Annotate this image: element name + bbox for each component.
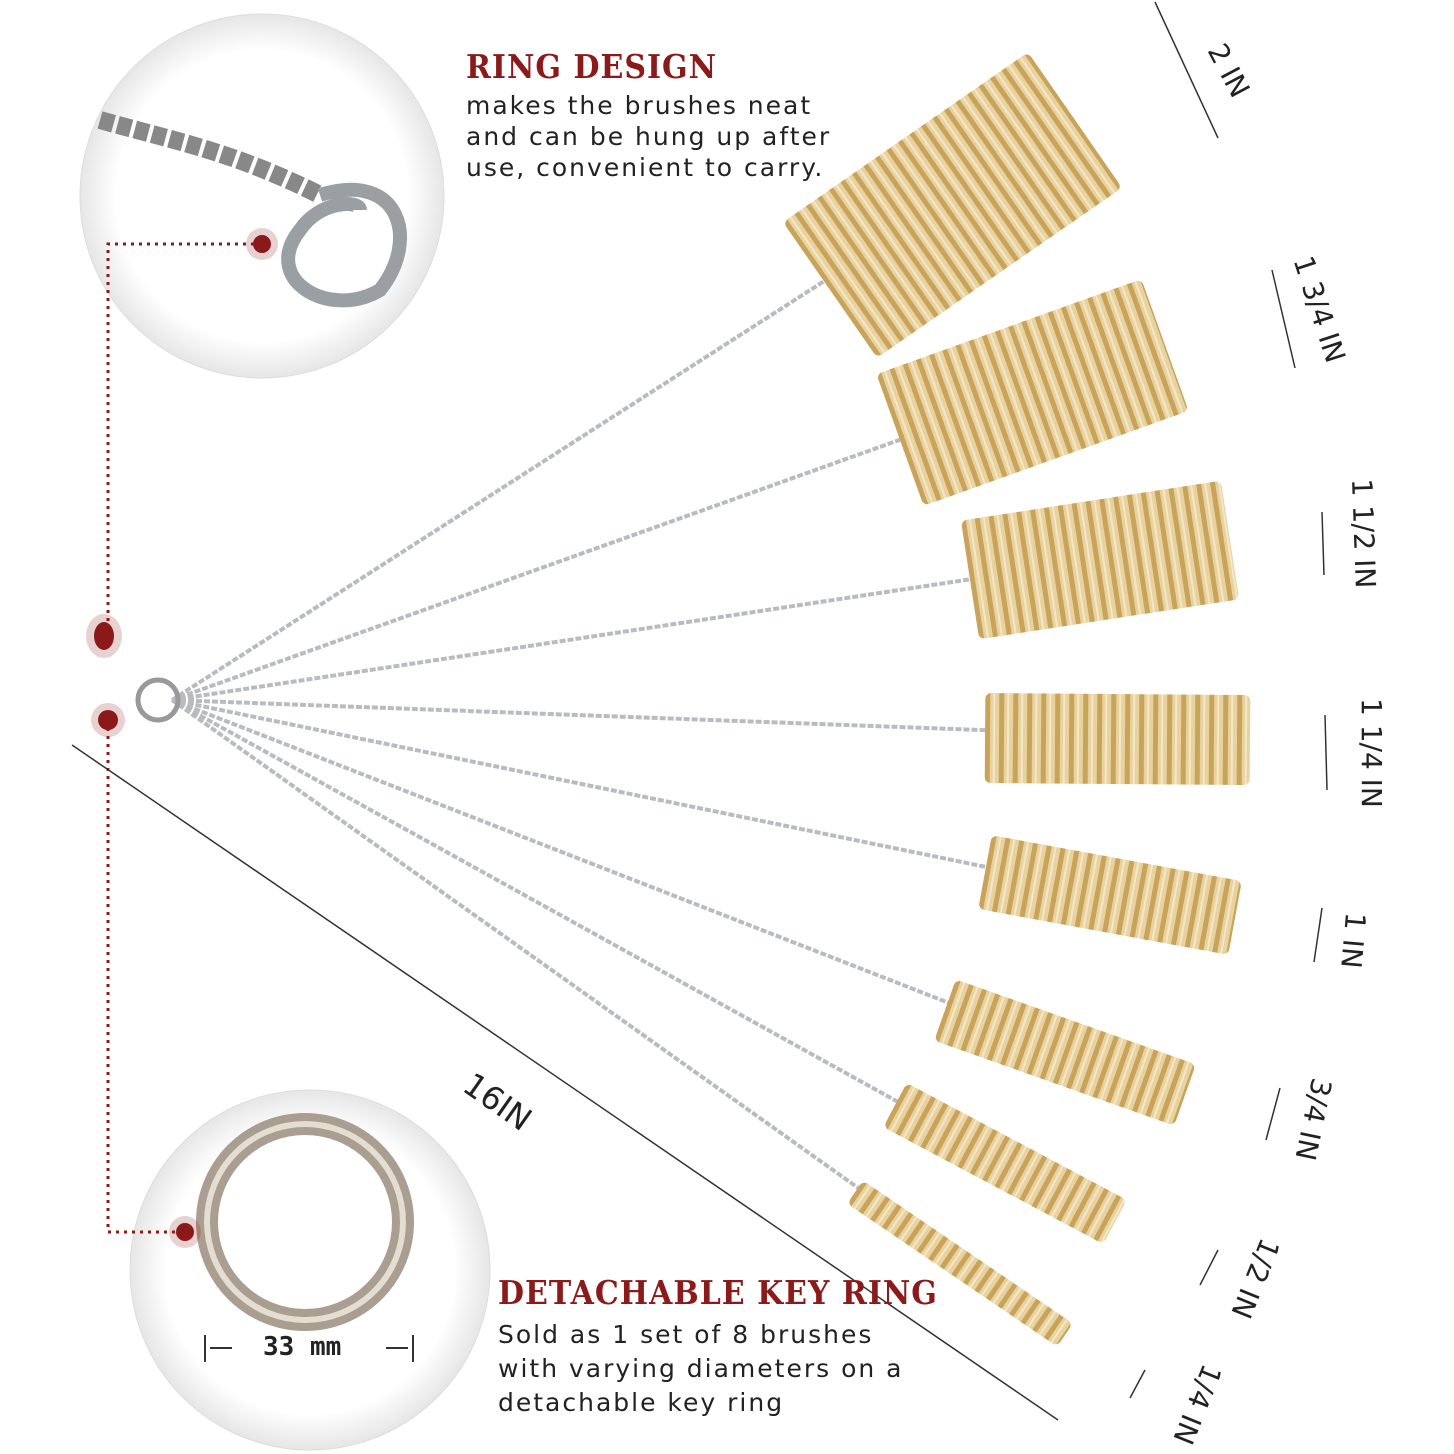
text-line: detachable key ring bbox=[498, 1388, 785, 1417]
text-line: Sold as 1 set of 8 brushes bbox=[498, 1320, 874, 1349]
diameter-label: 1 1/2 IN bbox=[1345, 478, 1382, 589]
ring-design-circle bbox=[79, 13, 445, 379]
brush-head bbox=[979, 836, 1241, 954]
text-line: use, convenient to carry. bbox=[466, 153, 825, 182]
brush-head bbox=[785, 54, 1120, 356]
brush-head bbox=[984, 693, 1251, 785]
ring-size-label: 33 mm bbox=[263, 1332, 342, 1362]
key-ring-circle bbox=[129, 1089, 491, 1451]
ring-design-title: RING DESIGN bbox=[466, 48, 718, 87]
brush-head bbox=[961, 481, 1239, 639]
key-ring-description: Sold as 1 set of 8 brushes with varying … bbox=[498, 1318, 904, 1420]
brush-head bbox=[849, 1182, 1071, 1345]
brush-wire bbox=[170, 118, 1077, 702]
diameter-label: 1 IN bbox=[1334, 911, 1372, 970]
length-dimension-line bbox=[71, 744, 1059, 1421]
diameter-label: 1 1/4 IN bbox=[1355, 698, 1388, 808]
ring-design-description: makes the brushes neat and can be hung u… bbox=[466, 90, 831, 183]
brush-head bbox=[885, 1085, 1125, 1242]
brush-head bbox=[878, 280, 1187, 505]
key-ring-hub bbox=[135, 677, 181, 723]
text-line: with varying diameters on a bbox=[498, 1354, 904, 1383]
key-ring-title: DETACHABLE KEY RING bbox=[498, 1274, 938, 1313]
text-line: and can be hung up after bbox=[466, 122, 832, 151]
text-line: makes the brushes neat bbox=[466, 91, 813, 120]
brush-head bbox=[935, 981, 1195, 1124]
